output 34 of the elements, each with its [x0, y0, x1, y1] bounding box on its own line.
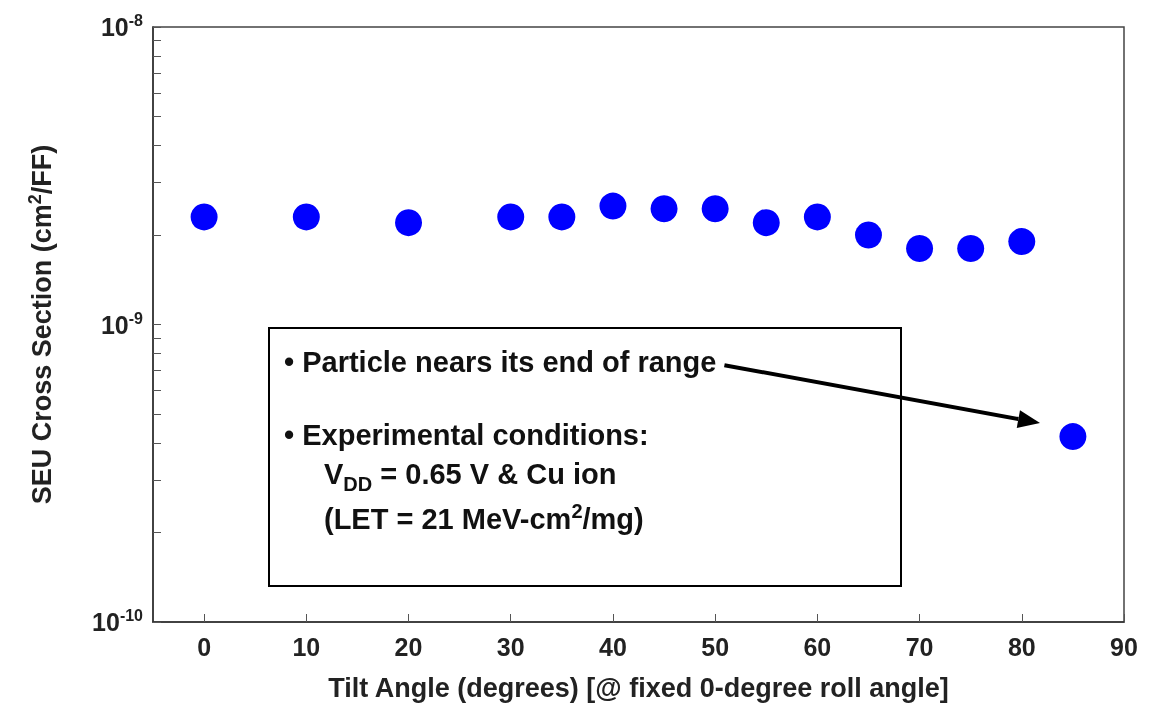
x-tick-label: 80 — [1007, 632, 1036, 661]
y-tick-label: 10$^{-9}$ — [100, 309, 143, 340]
point — [752, 209, 780, 237]
point — [803, 203, 831, 231]
annotation: V$_{DD}$ = 0.65 V & Cu ion — [323, 457, 618, 498]
y-tick-label: 10$^{-10}$ — [92, 607, 143, 637]
annotation: (LET = 21 MeV-cm$^{2}$/mg) — [323, 499, 645, 537]
point — [599, 192, 627, 220]
x-tick-label: 90 — [1110, 632, 1138, 661]
point — [650, 195, 678, 223]
point — [497, 203, 525, 231]
point — [548, 203, 576, 231]
x-tick-label: 70 — [905, 632, 934, 661]
point — [855, 221, 882, 249]
point — [701, 195, 729, 223]
annotation: • Experimental conditions: — [284, 419, 649, 452]
point — [906, 235, 934, 263]
x-tick-label: 30 — [496, 632, 525, 661]
point — [957, 235, 985, 263]
x-tick-label: 60 — [803, 632, 832, 661]
point — [190, 203, 218, 231]
annotation: • Particle nears its end of range — [284, 346, 717, 378]
point — [292, 203, 320, 231]
point — [1059, 423, 1087, 451]
y-axis-title: SEU Cross Section (cm2/FF) — [25, 144, 57, 505]
x-tick-label: 50 — [701, 632, 730, 661]
x-tick-label: 20 — [394, 632, 423, 661]
y-tick-label: 10$^{-8}$ — [100, 12, 143, 42]
x-axis-title: Tilt Angle (degrees) [@ fixed 0-degree roll angle] — [328, 672, 949, 703]
x-tick-label: 40 — [599, 632, 627, 661]
x-tick-label: 0 — [197, 632, 212, 661]
point — [1008, 228, 1036, 256]
point — [395, 209, 423, 237]
x-tick-label: 10 — [292, 632, 321, 661]
